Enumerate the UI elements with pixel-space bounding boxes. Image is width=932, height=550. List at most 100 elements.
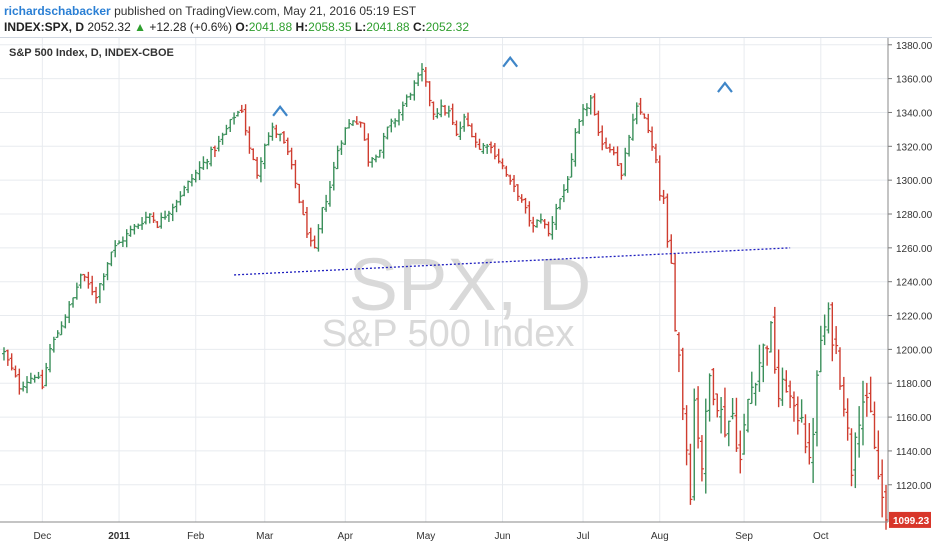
ohlc-bar [377, 149, 382, 158]
ohlc-bar [59, 321, 64, 336]
price-axis[interactable]: 1120.00 1140.00 1160.00 1180.00 1200.00 1220.… [887, 38, 932, 528]
ohlc-bar [174, 199, 179, 213]
ohlc-bar [680, 347, 685, 421]
y-tick-label: 1160.00 [896, 413, 932, 424]
close-label: C: [412, 20, 426, 34]
ohlc-bar [28, 372, 33, 384]
ohlc-bar [623, 147, 628, 177]
ohlc-bar [726, 420, 731, 447]
ohlc-bar [446, 105, 451, 118]
ohlc-bar [772, 306, 777, 374]
ohlc-bar [512, 175, 517, 193]
ohlc-bar [48, 343, 53, 373]
ohlc-bar [320, 206, 325, 234]
ohlc-bar [592, 93, 597, 116]
y-tick-label: 1240.00 [896, 278, 932, 289]
ohlc-bar [13, 365, 18, 378]
ohlc-bar [454, 120, 459, 137]
ohlc-bar [481, 143, 486, 154]
ohlc-bar [423, 67, 428, 87]
ohlc-bar [615, 146, 620, 167]
price-chart[interactable]: SPX, D S&P 500 Index S&P 500 Index, D, I… [0, 38, 932, 550]
ohlc-bar [209, 146, 214, 167]
ohlc-bar [642, 113, 647, 119]
ohlc-bar [143, 211, 148, 225]
author-link[interactable]: richardschabacker [4, 4, 111, 18]
ohlc-bar [627, 134, 632, 157]
last-price-label: 1099.23 [893, 516, 930, 527]
ohlc-bar [734, 397, 739, 452]
ohlc-bar [830, 302, 835, 362]
ohlc-bar [366, 133, 371, 167]
ohlc-bar [247, 126, 252, 154]
ohlc-bar [807, 423, 812, 465]
ohlc-bar [584, 103, 589, 117]
low-value: 2041.88 [366, 20, 410, 34]
ohlc-bar [573, 128, 578, 167]
ohlc-bar [780, 367, 785, 406]
ohlc-bar [630, 113, 635, 141]
ohlc-bar [607, 143, 612, 153]
ohlc-bar [569, 153, 574, 178]
ohlc-bar [86, 271, 91, 289]
ohlc-bar [745, 398, 750, 433]
ohlc-bar [25, 376, 30, 394]
ohlc-bar [120, 236, 125, 247]
ohlc-bar [791, 391, 796, 422]
ohlc-bar [784, 370, 789, 393]
ohlc-bar [722, 387, 727, 438]
ohlc-bar [109, 251, 114, 267]
ohlc-bar [699, 435, 704, 482]
ohlc-bar [327, 181, 332, 207]
peak-marker-icon [502, 55, 519, 68]
ohlc-bar [312, 235, 317, 249]
ohlc-bar [212, 145, 217, 158]
ohlc-bar [619, 163, 624, 180]
ohlc-bar [278, 133, 283, 142]
ohlc-bar [546, 221, 551, 237]
ohlc-bar [385, 126, 390, 140]
x-tick-label: Feb [187, 531, 205, 542]
change-value: +12.28 (+0.6%) [149, 20, 233, 34]
chart-title: S&P 500 Index, D, INDEX-CBOE [9, 47, 174, 59]
ohlc-bar [558, 198, 563, 210]
x-tick-label: Sep [735, 531, 753, 542]
x-tick-label: Mar [256, 531, 274, 542]
y-tick-label: 1180.00 [896, 379, 932, 390]
ohlc-bar [97, 283, 102, 304]
y-tick-label: 1200.00 [896, 345, 932, 356]
ohlc-bar [466, 112, 471, 127]
ohlc-bar [82, 273, 87, 282]
ohlc-bar [845, 398, 850, 441]
ohlc-bar [581, 104, 586, 126]
ohlc-bar [128, 225, 133, 237]
ohlc-bar [90, 275, 95, 296]
ohlc-bar [435, 108, 440, 119]
ohlc-bar [281, 131, 286, 144]
ohlc-bar [163, 210, 168, 220]
ohlc-bar [255, 156, 260, 179]
ohlc-bar [753, 382, 758, 406]
ohlc-bar [9, 353, 14, 371]
ohlc-bar [657, 155, 662, 201]
ohlc-bar [266, 132, 271, 146]
y-tick-label: 1300.00 [896, 176, 932, 187]
y-tick-label: 1140.00 [896, 447, 932, 458]
time-axis[interactable]: Dec 2011 Feb Mar Apr May Jun Jul Aug Sep Oct [0, 521, 888, 542]
ohlc-bar [665, 193, 670, 248]
ohlc-bar [719, 397, 724, 434]
ohlc-bar [872, 401, 877, 450]
ohlc-bar [554, 203, 559, 230]
publish-info: richardschabacker published on TradingVi… [4, 4, 416, 18]
y-tick-label: 1340.00 [896, 108, 932, 119]
ohlc-bar [373, 154, 378, 163]
ohlc-bar [55, 330, 60, 338]
ohlc-bar [67, 301, 72, 324]
ohlc-bar [419, 63, 424, 82]
ohlc-bars [2, 63, 888, 530]
ohlc-bar [235, 110, 240, 117]
ohlc-bar [71, 297, 76, 308]
ohlc-bar [857, 406, 862, 458]
ohlc-bar [696, 386, 701, 449]
ohlc-bar [124, 229, 129, 248]
